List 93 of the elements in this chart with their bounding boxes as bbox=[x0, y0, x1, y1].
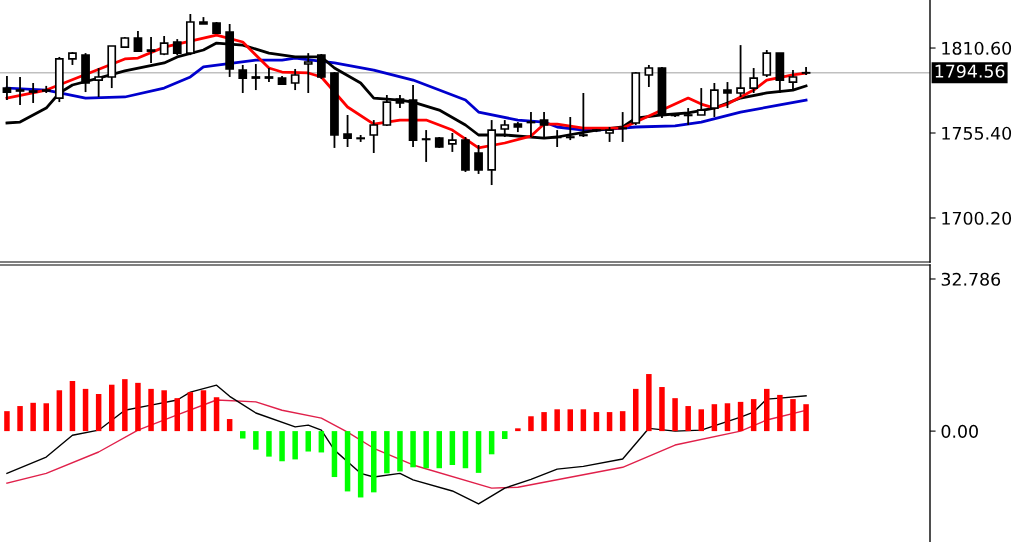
y-tick-label: 32.786 bbox=[941, 272, 1001, 286]
candlestick bbox=[696, 87, 706, 116]
bar bbox=[698, 409, 705, 432]
line-series bbox=[6, 384, 807, 505]
bar bbox=[633, 388, 639, 432]
bar bbox=[397, 431, 403, 472]
bar bbox=[95, 393, 102, 432]
bar bbox=[580, 409, 587, 432]
candlestick bbox=[369, 119, 379, 154]
bar bbox=[567, 409, 574, 432]
candlestick bbox=[749, 67, 759, 94]
bar bbox=[619, 411, 626, 432]
candlestick bbox=[788, 69, 798, 91]
bar bbox=[449, 431, 456, 465]
candlestick bbox=[447, 132, 457, 153]
candlestick bbox=[15, 76, 25, 106]
bar bbox=[279, 431, 285, 462]
candlestick bbox=[290, 68, 300, 91]
bar bbox=[475, 431, 482, 473]
bar bbox=[200, 390, 207, 432]
bar bbox=[410, 431, 416, 468]
bar bbox=[593, 412, 600, 432]
bar bbox=[803, 404, 809, 432]
bar bbox=[305, 431, 311, 452]
bar bbox=[43, 403, 49, 432]
candlestick bbox=[709, 82, 719, 118]
candlestick bbox=[736, 44, 745, 98]
bar bbox=[384, 431, 390, 474]
bar bbox=[69, 381, 76, 432]
bar bbox=[109, 384, 115, 432]
bar bbox=[292, 431, 298, 460]
bar bbox=[750, 399, 757, 432]
candlestick bbox=[644, 64, 654, 88]
bar bbox=[672, 398, 678, 432]
bar bbox=[17, 406, 23, 432]
bar bbox=[135, 382, 141, 432]
y-tick-label: 1810.60 bbox=[942, 41, 1012, 55]
bar bbox=[187, 392, 194, 432]
bar bbox=[541, 412, 547, 432]
candlestick bbox=[316, 53, 326, 80]
bar bbox=[462, 431, 469, 469]
bar bbox=[436, 431, 443, 469]
y-tick-label: 0.00 bbox=[941, 424, 978, 438]
bar bbox=[226, 419, 233, 432]
candlestick bbox=[251, 63, 261, 91]
bar bbox=[148, 388, 154, 432]
bar bbox=[488, 431, 495, 455]
candlestick bbox=[303, 52, 313, 94]
bar bbox=[423, 431, 429, 469]
y-tick-label: 1755.40 bbox=[942, 126, 1012, 140]
bar bbox=[30, 402, 36, 432]
bar bbox=[685, 406, 691, 432]
bar bbox=[502, 431, 508, 439]
bar bbox=[711, 404, 718, 432]
bar bbox=[82, 388, 89, 432]
bar bbox=[724, 403, 731, 432]
bar bbox=[253, 431, 259, 450]
bar bbox=[777, 394, 783, 432]
y-tick-label: 1700.20 bbox=[942, 211, 1012, 225]
candlestick bbox=[238, 64, 248, 94]
bar bbox=[515, 428, 521, 432]
bar bbox=[764, 388, 770, 432]
candlestick bbox=[94, 67, 104, 98]
candlestick bbox=[723, 81, 732, 109]
candlestick bbox=[382, 94, 392, 127]
bar bbox=[331, 431, 338, 478]
candlestick bbox=[762, 49, 772, 78]
bar bbox=[790, 399, 796, 432]
bar bbox=[371, 431, 377, 493]
candlestick bbox=[2, 75, 12, 101]
bar bbox=[213, 397, 220, 432]
bar bbox=[646, 374, 652, 432]
bar bbox=[122, 379, 128, 432]
candlestick bbox=[421, 129, 431, 163]
candlestick bbox=[683, 107, 693, 126]
ref-line-label: 1794.56 bbox=[935, 64, 1005, 78]
candlestick bbox=[343, 114, 352, 148]
bar bbox=[737, 401, 744, 432]
bar bbox=[240, 431, 246, 439]
bar bbox=[318, 431, 325, 453]
candlestick bbox=[28, 82, 38, 104]
bar bbox=[528, 416, 534, 432]
bar bbox=[554, 409, 560, 432]
bar bbox=[266, 431, 272, 457]
bar bbox=[606, 412, 613, 432]
bar bbox=[357, 431, 364, 498]
bar bbox=[174, 398, 180, 432]
bar bbox=[56, 390, 63, 432]
bar bbox=[4, 411, 10, 432]
bar bbox=[659, 387, 665, 432]
candlestick bbox=[474, 144, 483, 175]
bar bbox=[161, 390, 167, 432]
bar bbox=[344, 431, 351, 492]
